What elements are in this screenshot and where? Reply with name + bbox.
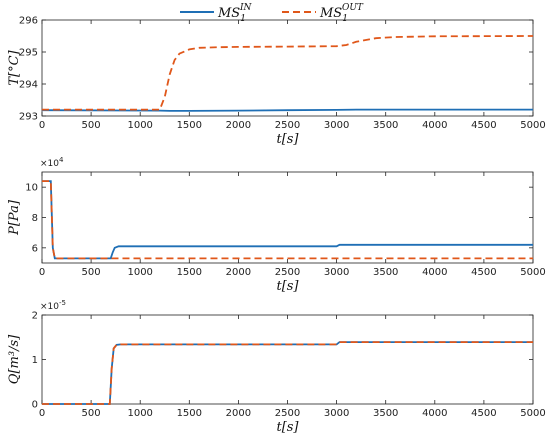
x-tick-label: 3500 (373, 267, 398, 278)
y-axis-label: P[Pa] (7, 199, 22, 236)
x-tick-label: 2500 (275, 267, 300, 278)
y-tick-label: 294 (19, 80, 38, 91)
panel-1: 0 500 1000 1500 2000 2500 3000 3500 4000 4500 5000… (7, 16, 546, 148)
y-tick-label: 2 (32, 311, 38, 322)
x-tick-label: 4000 (422, 408, 447, 419)
series-line-ms1-in (42, 180, 533, 260)
y-tick-label: 6 (32, 243, 38, 254)
y-tick-label: 295 (19, 48, 38, 59)
x-axis-label: t[s] (276, 132, 299, 147)
y-tick-label: 8 (32, 213, 38, 224)
x-tick-label: 500 (82, 267, 101, 278)
series-line-ms1-out (42, 341, 533, 405)
legend-in-label: MS1IN (217, 3, 253, 24)
x-tick-label: 1000 (127, 408, 152, 419)
legend: MS1IN MS1OUT (180, 3, 364, 24)
x-tick-label: 4500 (471, 408, 496, 419)
x-tick-label: 2000 (226, 267, 251, 278)
x-axis-label: t[s] (276, 279, 299, 294)
x-tick-label: 5000 (520, 267, 545, 278)
x-tick-label: 3000 (324, 267, 349, 278)
y-tick-label: 296 (19, 16, 38, 27)
x-tick-label: 4000 (422, 267, 447, 278)
x-tick-label: 2000 (226, 408, 251, 419)
y-exponent-label: ×10-5 (40, 299, 66, 312)
x-tick-label: 0 (39, 120, 45, 131)
series-line-ms1-in (42, 341, 533, 405)
series-line-ms1-out (42, 35, 534, 111)
x-tick-label: 3500 (373, 120, 398, 131)
x-tick-label: 5000 (520, 120, 545, 131)
x-tick-label: 500 (82, 408, 101, 419)
y-tick-label: 293 (19, 112, 38, 123)
x-tick-label: 3500 (373, 408, 398, 419)
panel-2: 0 500 1000 1500 2000 2500 3000 3500 4000 4500 5000… (7, 156, 546, 294)
x-axis-label: t[s] (276, 420, 299, 435)
x-tick-label: 4000 (422, 120, 447, 131)
y-exponent-label: ×104 (40, 156, 64, 169)
plot-frame (41, 19, 534, 117)
x-tick-label: 3000 (324, 120, 349, 131)
x-tick-label: 1500 (177, 120, 202, 131)
x-tick-label: 0 (39, 408, 45, 419)
series-line-ms1-in (41, 108, 533, 112)
legend-out-label: MS1OUT (319, 3, 364, 24)
x-tick-label: 500 (82, 120, 101, 131)
y-tick-label: 10 (25, 183, 38, 194)
y-tick-label: 0 (32, 400, 38, 411)
x-tick-label: 2500 (275, 120, 300, 131)
x-tick-label: 0 (39, 267, 45, 278)
y-axis-label: Q[m³/s] (7, 334, 22, 384)
x-tick-label: 5000 (520, 408, 545, 419)
x-tick-label: 2000 (226, 120, 251, 131)
plot-frame (41, 314, 534, 405)
x-tick-label: 1000 (127, 120, 152, 131)
x-tick-label: 4500 (471, 267, 496, 278)
panel-3: 0 500 1000 1500 2000 2500 3000 3500 4000 4500 5000… (7, 299, 546, 435)
plot-frame (41, 171, 534, 264)
x-tick-label: 1500 (177, 267, 202, 278)
y-tick-label: 1 (32, 355, 38, 366)
y-axis-label: T[°C] (7, 49, 22, 85)
x-tick-label: 2500 (275, 408, 300, 419)
x-tick-label: 4500 (471, 120, 496, 131)
x-tick-label: 1000 (127, 267, 152, 278)
x-tick-label: 1500 (177, 408, 202, 419)
series-line-ms1-out (42, 180, 533, 260)
x-tick-label: 3000 (324, 408, 349, 419)
